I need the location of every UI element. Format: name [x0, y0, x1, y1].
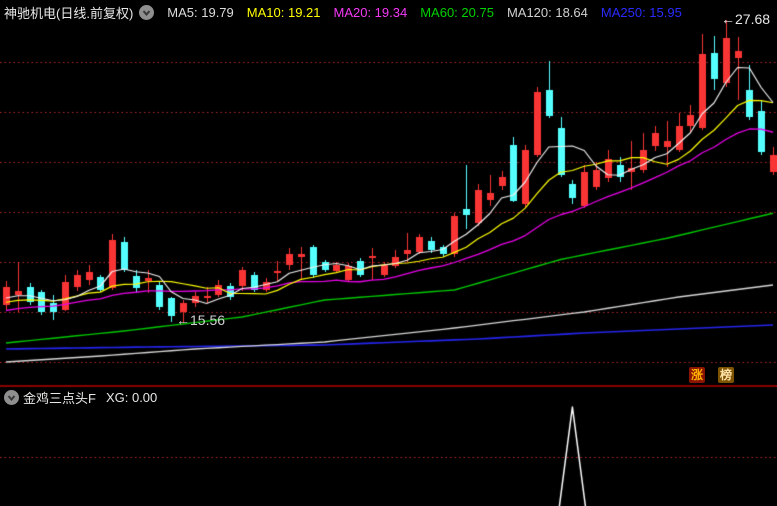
ma5-label: MA5: 19.79: [167, 5, 234, 20]
low-price-annotation: ←15.56: [176, 312, 226, 328]
ma10-label: MA10: 19.21: [246, 5, 321, 20]
sub-indicator-value: XG: 0.00: [105, 389, 158, 405]
sub-indicator-name[interactable]: 金鸡三点头F: [23, 390, 96, 406]
ma20-label: MA20: 19.34: [333, 5, 408, 20]
chevron-down-icon: [4, 389, 19, 405]
ma250-label: MA250: 15.95: [600, 5, 682, 20]
chevron-down-icon: [139, 5, 155, 20]
high-price-annotation: ←27.68: [721, 11, 771, 27]
sub-indicator-header: 金鸡三点头F XG: 0.00: [0, 388, 157, 406]
collapse-sub-panel-button[interactable]: [4, 389, 19, 405]
main-chart-header: 神驰机电(日线.前复权) MA5: 19.79 MA10: 19.21 MA20…: [0, 0, 777, 25]
ma60-label: MA60: 20.75: [420, 5, 494, 20]
rise-rank-badge[interactable]: 涨: [689, 367, 705, 383]
collapse-main-panel-button[interactable]: [139, 5, 155, 20]
symbol-title: 神驰机电(日线.前复权): [4, 6, 134, 21]
ma120-label: MA120: 18.64: [506, 5, 588, 20]
leaderboard-badge[interactable]: 榜: [718, 367, 734, 383]
